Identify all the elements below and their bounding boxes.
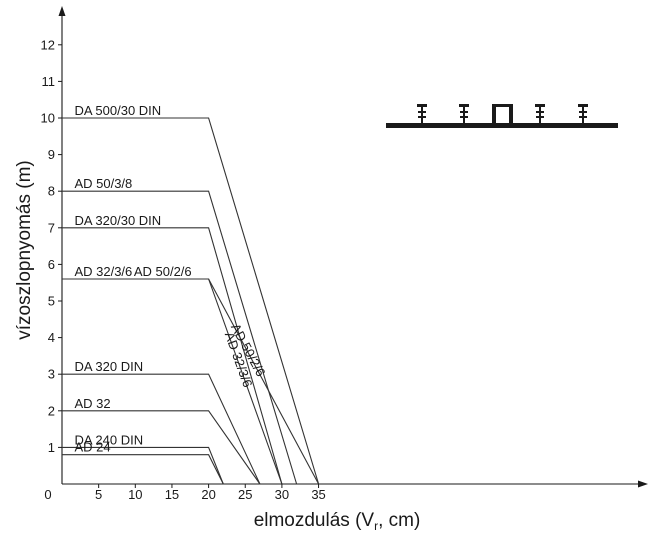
y-tick-label: 10	[41, 111, 55, 126]
joint-profile-icon	[386, 104, 618, 128]
series-line	[62, 454, 224, 485]
x-axis-arrow	[638, 480, 648, 488]
x-tick-label: 5	[95, 487, 102, 502]
x-tick-label: 15	[165, 487, 179, 502]
y-tick-label: 7	[48, 220, 55, 235]
series-line	[62, 410, 261, 485]
x-tick-label: 35	[311, 487, 325, 502]
profile-rib-1	[417, 104, 427, 124]
y-tick-label: 12	[41, 37, 55, 52]
profile-rib-2	[459, 104, 469, 124]
series-label: DA 500/30 DIN	[74, 103, 161, 118]
series-line	[62, 117, 320, 485]
y-tick-label: 3	[48, 367, 55, 382]
series-labels: DA 500/30 DIN AD 50/3/8 DA 320/30 DIN AD 32…	[74, 103, 268, 455]
x-tick-label: 30	[275, 487, 289, 502]
series-label: DA 320 DIN	[74, 359, 143, 374]
series-line	[62, 227, 283, 485]
y-tick-label: 8	[48, 184, 55, 199]
y-axis-arrow	[58, 6, 66, 16]
series-label: AD 32/3/6	[74, 264, 132, 279]
series-label: AD 24	[74, 440, 110, 455]
series-label: AD 50/3/8	[74, 176, 132, 191]
profile-rib-4	[578, 104, 588, 124]
origin-label: 0	[44, 487, 51, 502]
y-tick-label: 1	[48, 440, 55, 455]
series-line	[208, 278, 320, 485]
x-tick-label: 20	[201, 487, 215, 502]
x-tick-label: 25	[238, 487, 252, 502]
series-group	[62, 117, 320, 485]
x-tick-label: 10	[128, 487, 142, 502]
series-label: AD 50/2/6	[134, 264, 192, 279]
series-line	[62, 446, 224, 485]
y-tick-label: 5	[48, 294, 55, 309]
y-tick-label: 11	[42, 74, 56, 89]
y-tick-label: 4	[48, 330, 55, 345]
series-line	[62, 373, 261, 485]
x-axis-title: elmozdulás (Vr, cm)	[254, 510, 421, 533]
series-line	[62, 190, 298, 485]
series-label: DA 320/30 DIN	[74, 213, 161, 228]
series-label: AD 32	[74, 396, 110, 411]
y-tick-label: 9	[48, 147, 55, 162]
y-tick-label: 6	[48, 257, 55, 272]
series-label: DA 240 DIN	[74, 432, 143, 447]
axes	[58, 6, 648, 488]
x-ticks: 5 10 15 20 25 30 35	[95, 484, 326, 502]
profile-rib-3	[535, 104, 545, 124]
y-tick-label: 2	[48, 403, 55, 418]
y-axis-title: vízoszlopnyomás (m)	[14, 160, 35, 340]
